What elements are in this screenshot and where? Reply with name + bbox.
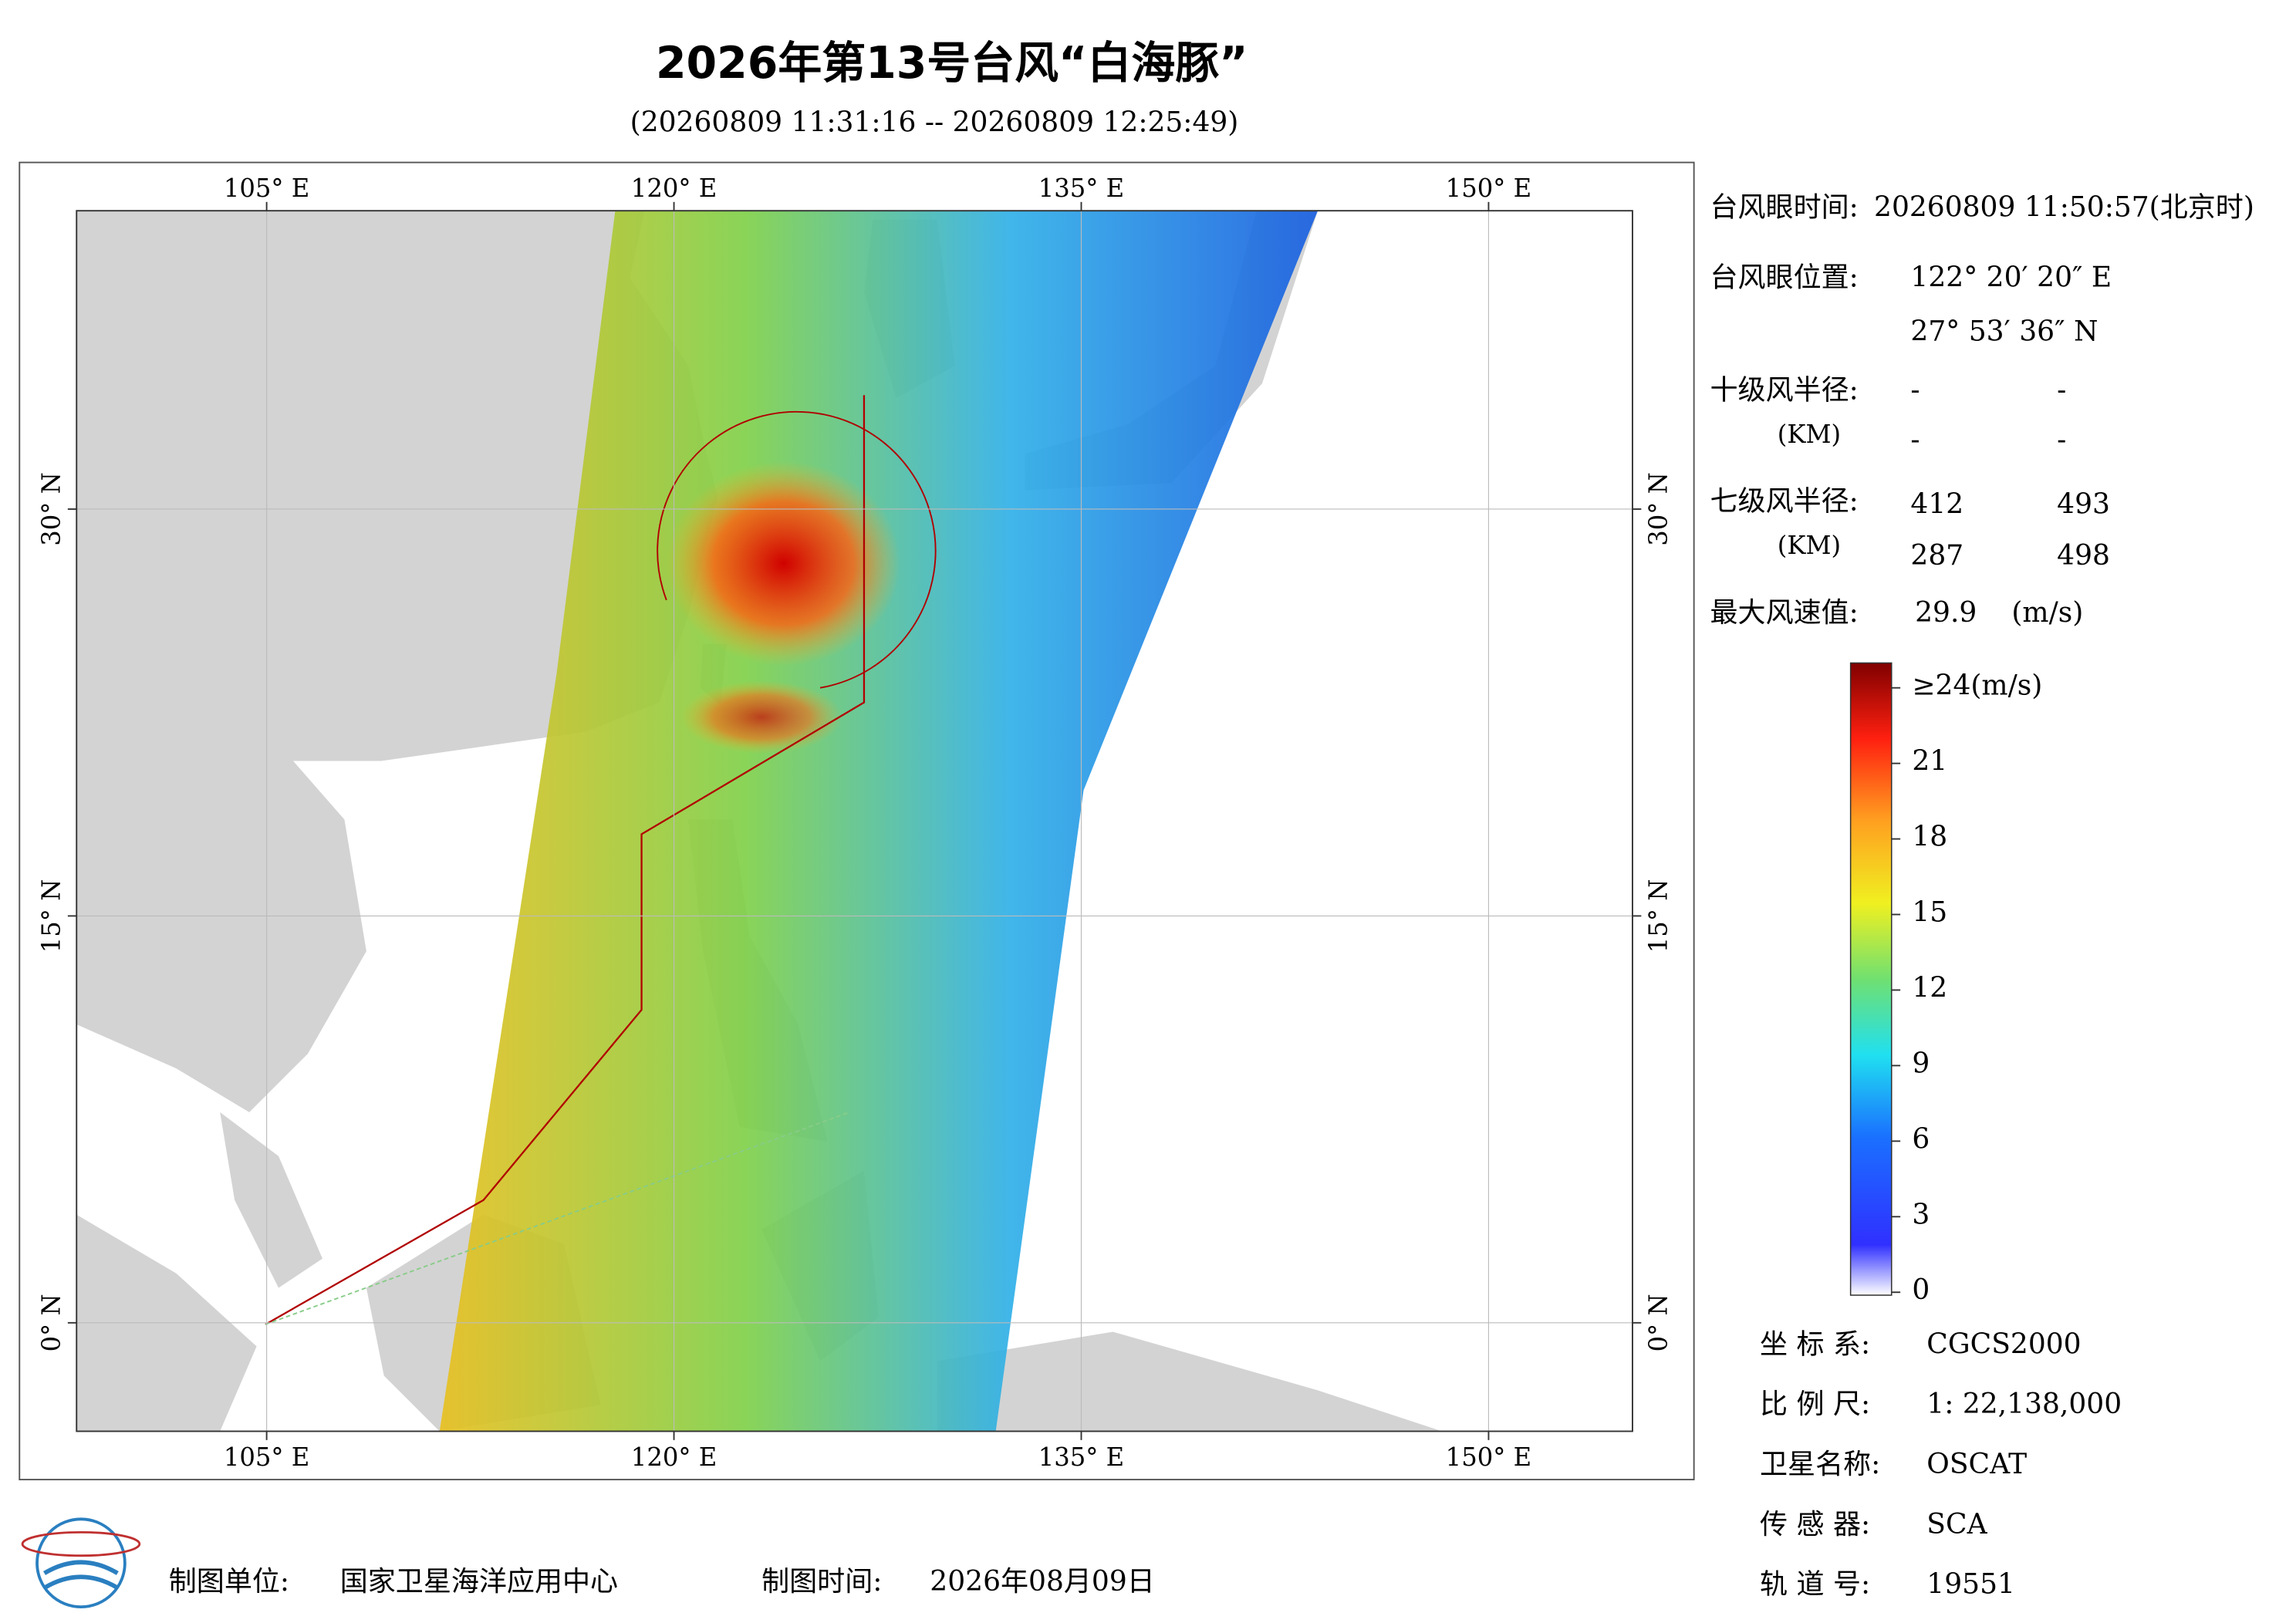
info-unit: (m/s) (2011, 597, 2083, 629)
colorbar-label: 15 (1912, 897, 1947, 929)
graticule (76, 211, 1633, 1432)
colorbar-ticks: 0 3 6 9 12 15 18 21 ≥24(m/s) (1891, 670, 2042, 1306)
meta-value: CGCS2000 (1926, 1328, 2081, 1360)
lat-label: 0° N (36, 1294, 66, 1351)
colorbar-label: 0 (1912, 1274, 1930, 1306)
meta-label: 坐 标 系: (1760, 1328, 1870, 1360)
footer-value: 国家卫星海洋应用中心 (340, 1566, 618, 1598)
lat-label: 15° N (36, 879, 66, 953)
meta-label: 传 感 器: (1760, 1509, 1870, 1540)
info-label: 台风眼位置: (1710, 262, 1859, 293)
lat-label: 0° N (1644, 1294, 1673, 1351)
warning-line (265, 395, 866, 1325)
info-value: 498 (2057, 540, 2110, 572)
title: 2026年第13号台风“白海豚” (656, 38, 1248, 89)
colorbar-label: 18 (1912, 822, 1947, 853)
map-frame-outer (19, 161, 1695, 1481)
info-label: 台风眼时间: (1710, 191, 1859, 223)
logo (21, 1517, 141, 1609)
footer-value: 2026年08月09日 (930, 1566, 1155, 1598)
lat-label: 15° N (1644, 879, 1673, 953)
info-value: - (1910, 374, 1920, 406)
wind-swath (439, 211, 1319, 1432)
info-value: 122° 20′ 20″ E (1910, 262, 2112, 293)
lon-label: 135° E (1038, 174, 1124, 203)
meta-value: SCA (1926, 1509, 1987, 1540)
info-value: 27° 53′ 36″ N (1910, 316, 2098, 348)
info-value: 412 (1910, 488, 1963, 520)
lon-label: 105° E (224, 174, 309, 203)
info-unit: (KM) (1778, 420, 1841, 449)
footer-label: 制图单位: (169, 1566, 289, 1598)
map-area (76, 211, 1633, 1432)
colorbar-label: 3 (1912, 1199, 1930, 1230)
colorbar-label: ≥24(m/s) (1912, 670, 2042, 702)
info-label: 十级风半径: (1710, 374, 1859, 406)
info-value: 20260809 11:50:57(北京时) (1874, 191, 2254, 223)
meta-label: 轨 道 号: (1760, 1569, 1870, 1601)
lon-label: 105° E (224, 1442, 309, 1472)
info-value: 29.9 (1915, 597, 1977, 629)
colorbar-label: 6 (1912, 1123, 1930, 1155)
lon-label: 135° E (1038, 1442, 1124, 1472)
info-value: - (1910, 424, 1920, 456)
info-label: 最大风速值: (1710, 597, 1859, 629)
subtitle: (20260809 11:31:16 -- 20260809 12:25:49) (630, 106, 1239, 138)
lon-label: 150° E (1446, 174, 1531, 203)
map-metadata: 坐 标 系: CGCS2000 比 例 尺: 1: 22,138,000 卫星名称: OS… (1760, 1328, 2122, 1600)
lon-label: 120° E (631, 1442, 717, 1472)
info-panel: 台风眼时间: 20260809 11:50:57(北京时) 台风眼位置: 122… (1710, 191, 2254, 629)
wind-radius (657, 410, 937, 689)
footer-label: 制图时间: (761, 1566, 882, 1598)
colorbar (1849, 662, 1893, 1296)
info-label: 七级风半径: (1710, 486, 1859, 518)
meta-label: 比 例 尺: (1760, 1388, 1870, 1420)
wind-core (666, 461, 901, 666)
lon-label: 150° E (1446, 1442, 1531, 1472)
info-value: - (2057, 374, 2066, 406)
info-value: - (2057, 424, 2066, 456)
lat-label: 30° N (36, 472, 66, 546)
lon-label: 120° E (631, 174, 717, 203)
map-frame (76, 210, 1633, 1432)
warning-line (265, 1111, 850, 1325)
map-ticks: 105° E 105° E 120° E 120° E 135° E 135° E 150°… (36, 174, 1673, 1472)
wind-core (680, 680, 842, 754)
colorbar-label: 9 (1912, 1048, 1930, 1079)
colorbar-label: 21 (1912, 746, 1947, 778)
meta-label: 卫星名称: (1760, 1449, 1880, 1480)
info-value: 287 (1910, 540, 1963, 572)
colorbar-label: 12 (1912, 972, 1947, 1004)
info-value: 493 (2057, 488, 2110, 520)
info-unit: (KM) (1778, 531, 1841, 560)
meta-value: OSCAT (1926, 1449, 2027, 1480)
meta-value: 19551 (1926, 1569, 2015, 1601)
lat-label: 30° N (1644, 472, 1673, 546)
meta-value: 1: 22,138,000 (1926, 1388, 2122, 1420)
